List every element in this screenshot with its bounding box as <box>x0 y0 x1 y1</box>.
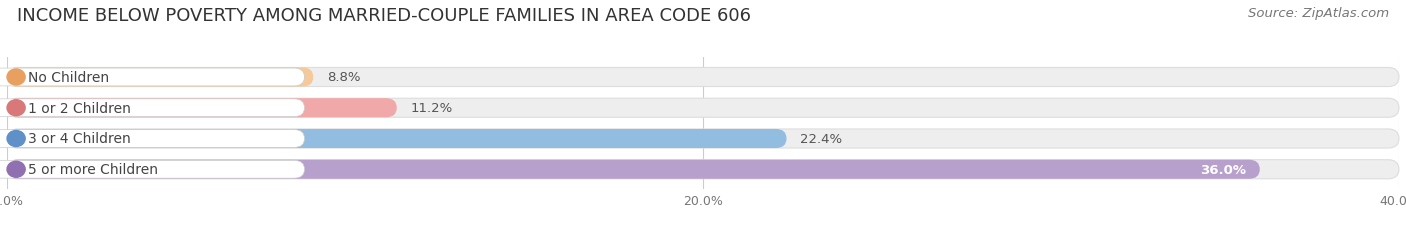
Text: 5 or more Children: 5 or more Children <box>28 163 157 176</box>
FancyBboxPatch shape <box>0 161 305 178</box>
Text: 1 or 2 Children: 1 or 2 Children <box>28 101 131 115</box>
FancyBboxPatch shape <box>0 130 305 148</box>
Text: 22.4%: 22.4% <box>800 132 842 145</box>
Text: INCOME BELOW POVERTY AMONG MARRIED-COUPLE FAMILIES IN AREA CODE 606: INCOME BELOW POVERTY AMONG MARRIED-COUPL… <box>17 7 751 25</box>
Circle shape <box>7 161 25 177</box>
FancyBboxPatch shape <box>7 68 314 87</box>
FancyBboxPatch shape <box>7 99 396 118</box>
FancyBboxPatch shape <box>0 69 305 87</box>
FancyBboxPatch shape <box>7 68 1399 87</box>
FancyBboxPatch shape <box>7 160 1399 179</box>
FancyBboxPatch shape <box>7 129 1399 148</box>
Text: No Children: No Children <box>28 71 108 85</box>
Circle shape <box>7 100 25 116</box>
FancyBboxPatch shape <box>7 160 1260 179</box>
Text: 8.8%: 8.8% <box>328 71 361 84</box>
Text: 36.0%: 36.0% <box>1199 163 1246 176</box>
FancyBboxPatch shape <box>0 99 305 117</box>
Text: 3 or 4 Children: 3 or 4 Children <box>28 132 131 146</box>
Circle shape <box>7 70 25 86</box>
Circle shape <box>7 131 25 147</box>
FancyBboxPatch shape <box>7 99 1399 118</box>
Text: Source: ZipAtlas.com: Source: ZipAtlas.com <box>1249 7 1389 20</box>
FancyBboxPatch shape <box>7 129 786 148</box>
Text: 11.2%: 11.2% <box>411 102 453 115</box>
